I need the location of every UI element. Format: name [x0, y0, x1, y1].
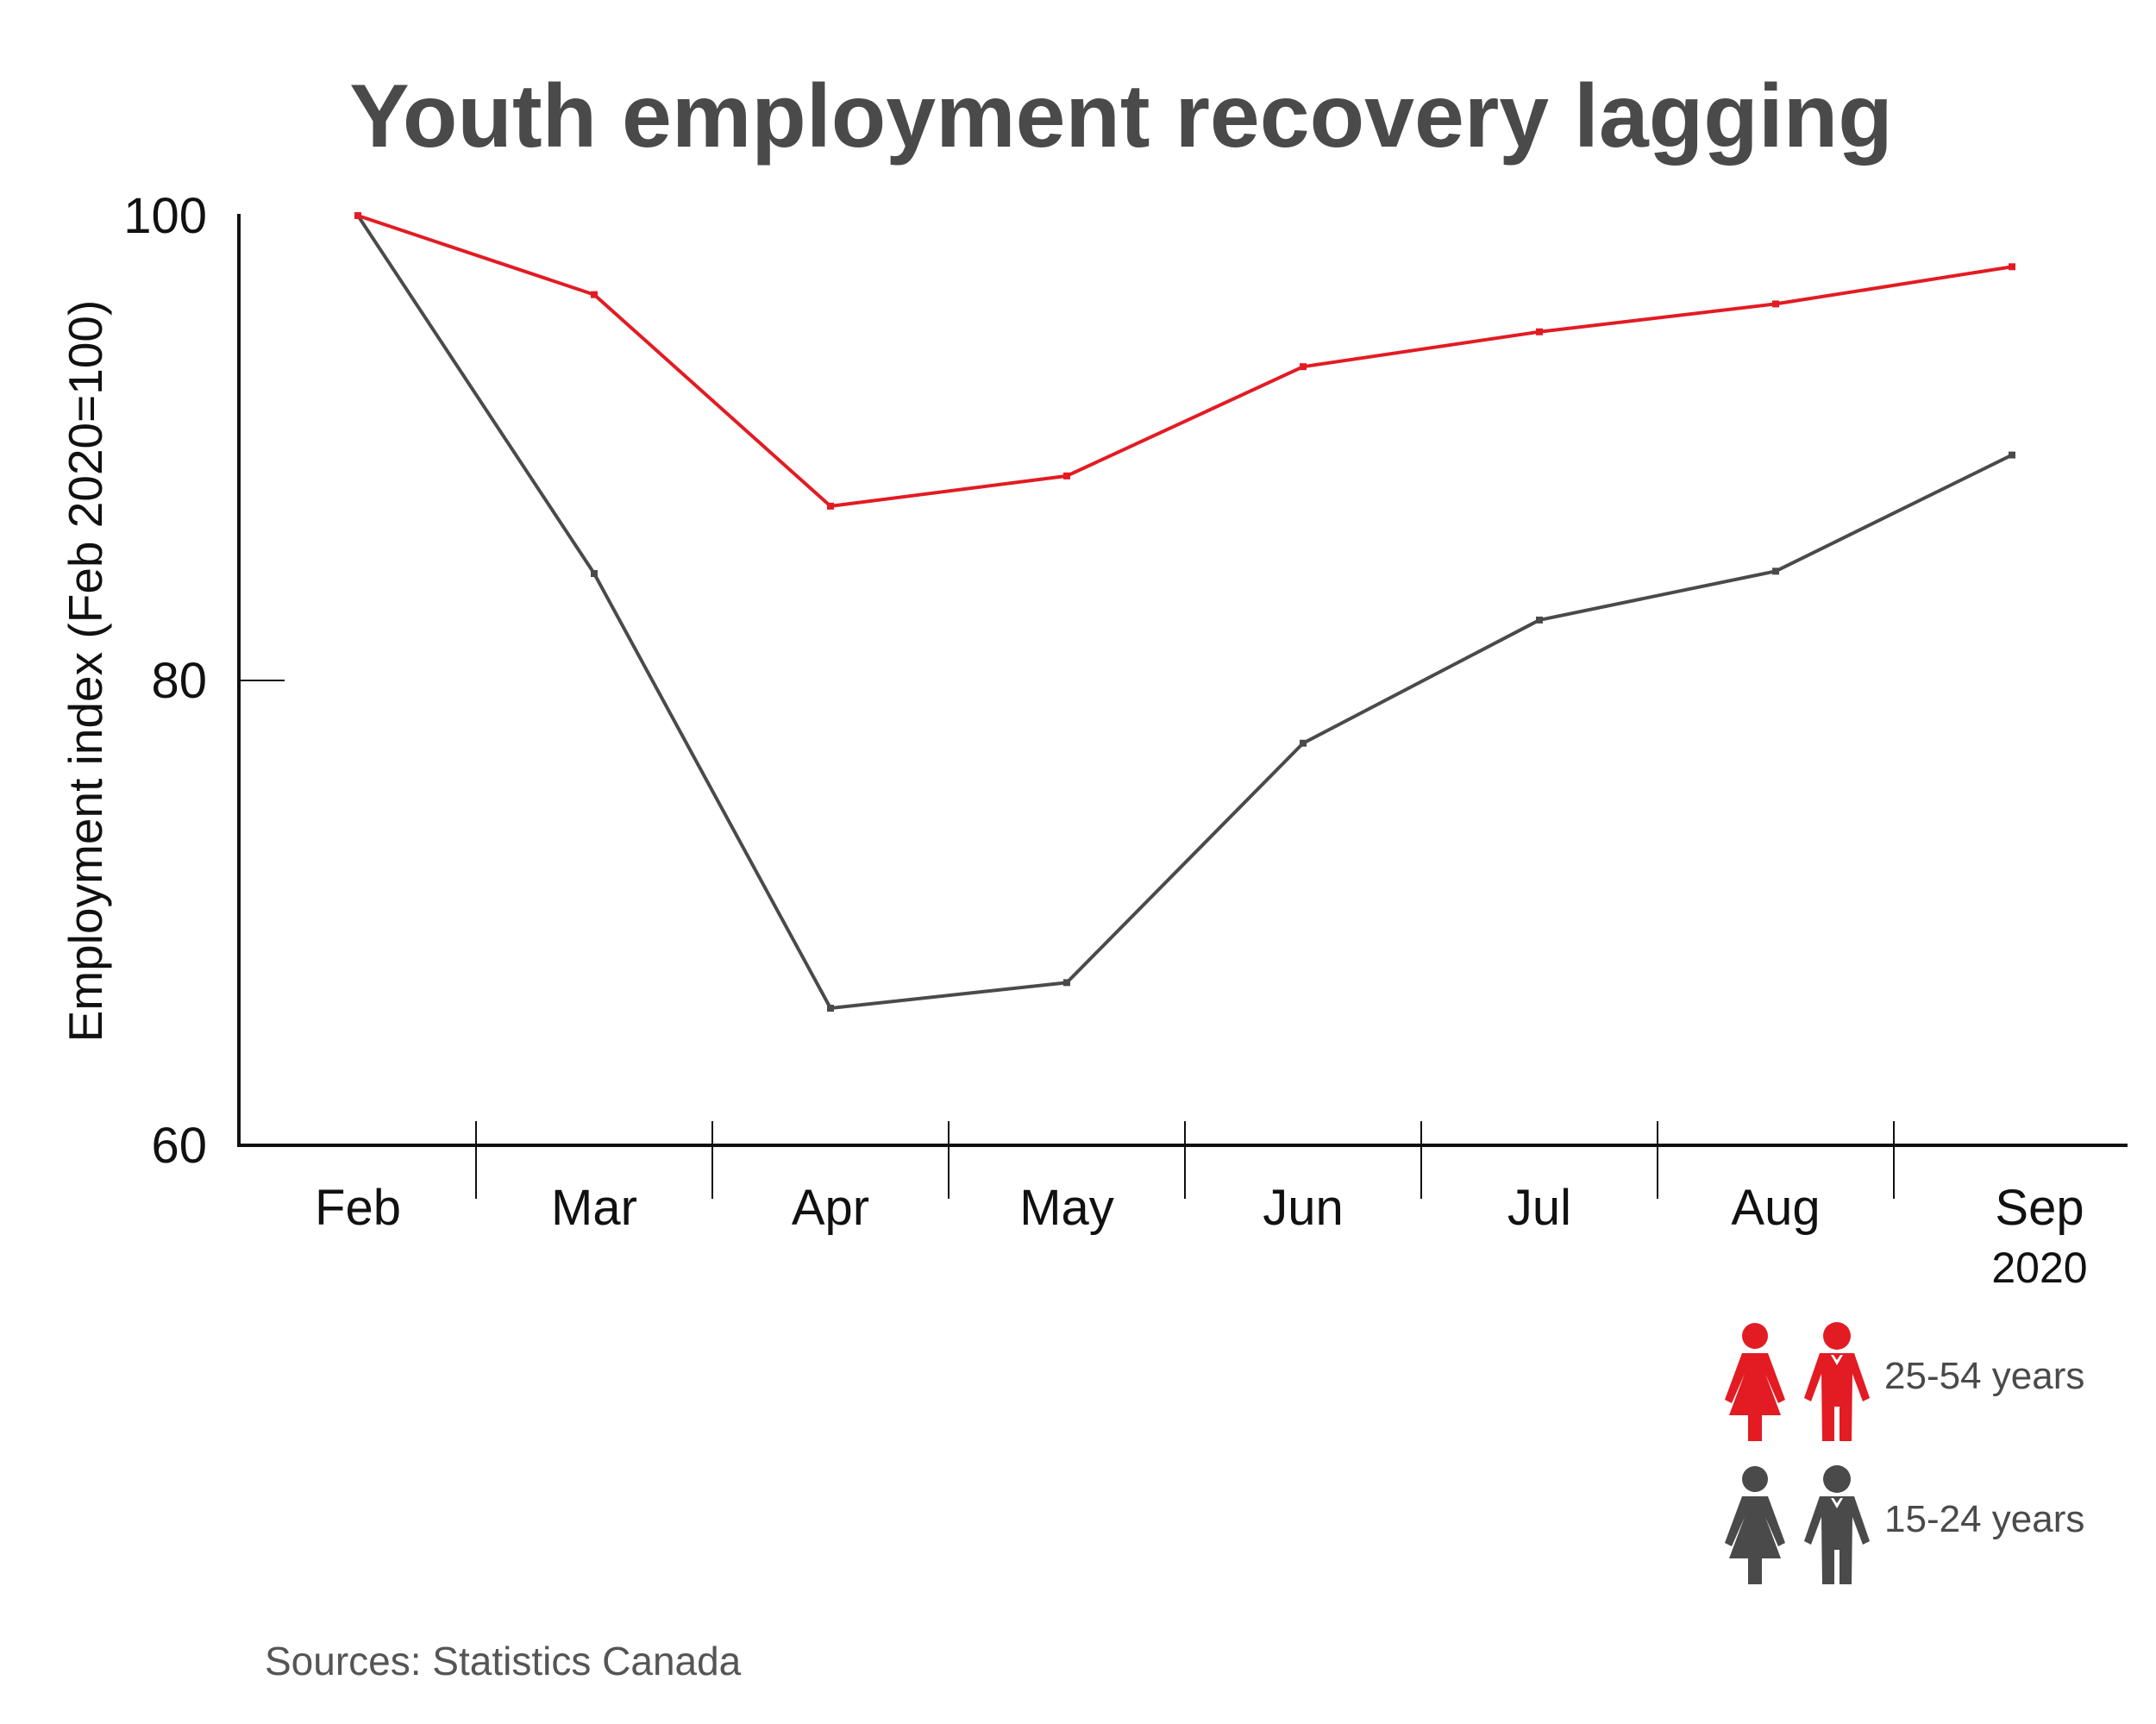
chart-title: Youth employment recovery lagging: [349, 66, 1893, 166]
series-25-54-years: [354, 212, 2015, 510]
data-point: [827, 502, 834, 510]
data-point: [1536, 328, 1543, 335]
year-label: 2020: [1991, 1244, 2087, 1292]
x-tick-label: Sep: [1995, 1180, 2084, 1236]
x-tick-labels: Feb Mar Apr May Jun Jul Aug Sep: [315, 1180, 2084, 1236]
x-tick-label: Jun: [1263, 1180, 1344, 1236]
y-tick-label: 100: [123, 188, 207, 244]
series-line: [356, 214, 2013, 1010]
x-tick-label: Jul: [1507, 1180, 1571, 1236]
x-tick-label: Apr: [792, 1180, 869, 1236]
y-tick-label: 60: [151, 1118, 207, 1174]
y-tick-label: 80: [151, 653, 207, 709]
y-ticks: 60 80 100: [123, 188, 285, 1174]
data-point: [591, 291, 598, 298]
data-point: [1536, 616, 1543, 624]
legend-item-15-24: 15-24 years: [1725, 1465, 2084, 1584]
x-category-separators: [475, 1121, 1895, 1199]
data-point: [1063, 472, 1070, 480]
woman-icon: [1725, 1323, 1785, 1441]
legend-item-25-54: 25-54 years: [1725, 1322, 2084, 1441]
data-point: [1300, 739, 1307, 747]
legend-label-25-54: 25-54 years: [1884, 1355, 2084, 1397]
man-icon: [1804, 1322, 1870, 1441]
x-tick-label: Feb: [315, 1180, 401, 1236]
axes: [237, 214, 2128, 1147]
man-icon: [1804, 1465, 1870, 1584]
x-tick-label: Aug: [1731, 1180, 1820, 1236]
series-line: [357, 214, 2013, 508]
y-axis-label: Employment index (Feb 2020=100): [59, 300, 112, 1043]
data-point: [827, 1004, 834, 1012]
x-tick-label: Mar: [551, 1180, 637, 1236]
data-point: [1772, 300, 1779, 308]
series-15-24-years: [354, 212, 2015, 1012]
woman-icon: [1725, 1466, 1785, 1584]
x-tick-label: May: [1019, 1180, 1114, 1236]
data-point: [2009, 263, 2015, 271]
data-point: [1063, 979, 1070, 987]
data-point: [354, 212, 361, 219]
legend: 25-54 years 15-24 years: [1725, 1322, 2084, 1584]
series-layer: [354, 212, 2015, 1012]
data-point: [2009, 451, 2015, 459]
legend-label-15-24: 15-24 years: [1884, 1498, 2084, 1540]
source-note: Sources: Statistics Canada: [265, 1639, 742, 1683]
data-point: [1772, 567, 1779, 575]
data-point: [591, 570, 598, 578]
data-point: [1300, 363, 1307, 371]
